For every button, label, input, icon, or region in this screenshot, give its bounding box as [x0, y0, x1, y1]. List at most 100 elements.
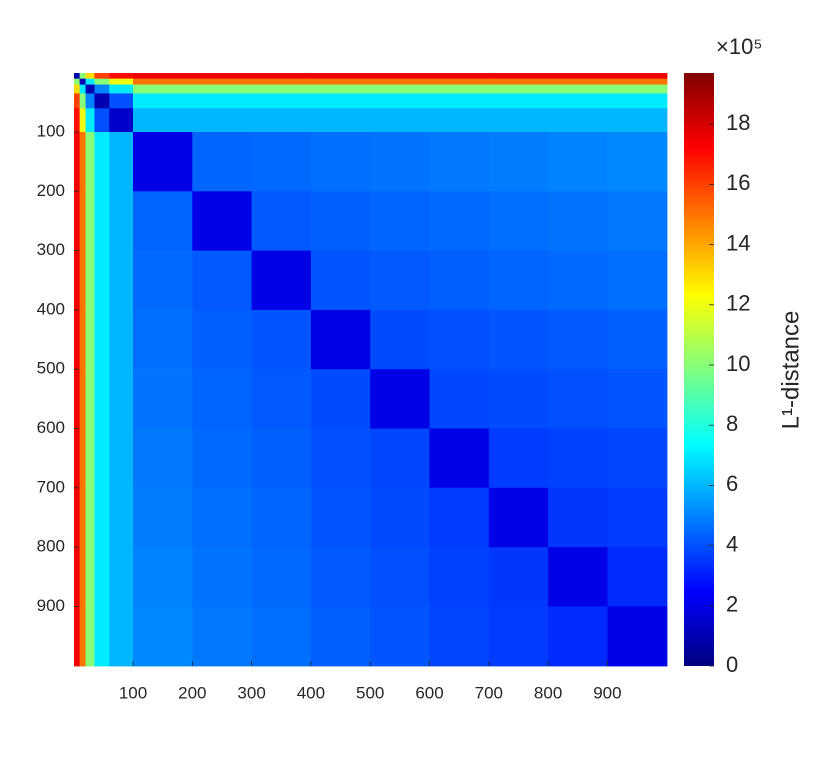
heatmap-cell: [488, 606, 549, 667]
heatmap-cell: [607, 78, 668, 85]
x-tick-label: 800: [534, 683, 562, 702]
colorbar-tick-label: 14: [726, 230, 750, 255]
heatmap-cell: [607, 84, 668, 94]
heatmap-cell: [607, 309, 668, 370]
heatmap-cell: [94, 487, 110, 548]
heatmap-cell: [133, 132, 193, 192]
heatmap-cell: [310, 250, 371, 311]
heatmap-cell: [488, 309, 549, 370]
heatmap-cell: [74, 191, 81, 252]
colorbar: [684, 73, 714, 666]
heatmap-cell: [429, 487, 490, 548]
heatmap-cell: [109, 108, 134, 133]
heatmap-cell: [251, 84, 312, 94]
colorbar-scale: ×10⁵: [716, 34, 762, 59]
heatmap-cell: [429, 73, 490, 80]
heatmap-cell: [85, 84, 95, 94]
heatmap: [74, 73, 668, 667]
heatmap-cell: [429, 191, 490, 252]
heatmap-cell: [607, 369, 668, 429]
y-tick-label: 500: [37, 359, 65, 378]
heatmap-cell: [251, 487, 312, 548]
heatmap-cell: [548, 547, 608, 607]
heatmap-cell: [192, 84, 253, 94]
heatmap-cell: [192, 132, 253, 192]
heatmap-cell: [607, 191, 668, 252]
heatmap-cell: [548, 78, 608, 85]
heatmap-cell: [94, 93, 110, 109]
heatmap-cell: [251, 309, 312, 370]
heatmap-cell: [74, 132, 81, 192]
heatmap-cell: [85, 309, 95, 370]
x-tick-label: 500: [356, 683, 384, 702]
heatmap-cell: [94, 84, 110, 94]
y-tick-label: 100: [37, 121, 65, 140]
heatmap-cell: [310, 547, 371, 607]
heatmap-cell: [429, 132, 490, 192]
heatmap-cell: [310, 309, 371, 370]
heatmap-cell: [85, 487, 95, 548]
heatmap-cell: [488, 428, 549, 489]
heatmap-cell: [109, 191, 134, 252]
heatmap-cell: [370, 108, 430, 133]
heatmap-cell: [607, 132, 668, 192]
heatmap-cell: [251, 132, 312, 192]
colorbar-tick-label: 8: [726, 411, 738, 436]
heatmap-cell: [79, 309, 86, 370]
heatmap-cell: [192, 78, 253, 85]
heatmap-cell: [607, 487, 668, 548]
heatmap-cell: [85, 191, 95, 252]
y-tick-label: 200: [37, 181, 65, 200]
heatmap-cell: [548, 191, 608, 252]
heatmap-cell: [79, 78, 86, 85]
heatmap-cell: [607, 73, 668, 80]
x-tick-label: 900: [593, 683, 621, 702]
heatmap-cell: [548, 606, 608, 667]
heatmap-cell: [133, 93, 193, 109]
heatmap-cell: [488, 78, 549, 85]
heatmap-cell: [109, 487, 134, 548]
heatmap-cell: [488, 369, 549, 429]
heatmap-cell: [94, 78, 110, 85]
heatmap-cell: [310, 132, 371, 192]
heatmap-cell: [370, 606, 430, 667]
heatmap-cell: [192, 191, 253, 252]
heatmap-cell: [94, 606, 110, 667]
heatmap-cell: [370, 132, 430, 192]
colorbar-tick-label: 4: [726, 531, 738, 556]
heatmap-cell: [370, 73, 430, 80]
heatmap-cell: [488, 132, 549, 192]
heatmap-cell: [548, 93, 608, 109]
heatmap-cell: [310, 108, 371, 133]
heatmap-cell: [310, 73, 371, 80]
colorbar-tick-label: 10: [726, 351, 750, 376]
heatmap-cell: [251, 606, 312, 667]
heatmap-cell: [488, 547, 549, 607]
heatmap-cell: [370, 487, 430, 548]
heatmap-cell: [429, 547, 490, 607]
colorbar-label: L¹-distance: [777, 311, 804, 430]
heatmap-cell: [370, 309, 430, 370]
heatmap-cell: [85, 606, 95, 667]
heatmap-cell: [133, 547, 193, 607]
heatmap-cell: [74, 73, 81, 80]
heatmap-cell: [192, 369, 253, 429]
heatmap-cell: [548, 309, 608, 370]
heatmap-cell: [192, 108, 253, 133]
heatmap-cell: [548, 84, 608, 94]
heatmap-cell: [548, 487, 608, 548]
heatmap-cell: [94, 132, 110, 192]
heatmap-cell: [109, 369, 134, 429]
heatmap-cell: [251, 250, 312, 311]
heatmap-cell: [488, 93, 549, 109]
heatmap-cell: [133, 606, 193, 667]
heatmap-cell: [548, 428, 608, 489]
heatmap-cell: [133, 309, 193, 370]
heatmap-cell: [607, 428, 668, 489]
heatmap-cell: [94, 309, 110, 370]
colorbar-tick-label: 16: [726, 170, 750, 195]
heatmap-cell: [192, 73, 253, 80]
heatmap-cell: [133, 84, 193, 94]
heatmap-cell: [85, 132, 95, 192]
